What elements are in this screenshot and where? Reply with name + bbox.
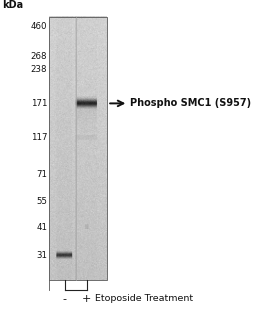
Text: +: + <box>82 294 91 304</box>
Bar <box>49 17 107 280</box>
Text: 117: 117 <box>31 133 47 142</box>
Text: 55: 55 <box>36 197 47 206</box>
Text: 71: 71 <box>36 170 47 179</box>
Text: 238: 238 <box>31 65 47 74</box>
Text: -: - <box>63 294 67 304</box>
Text: 31: 31 <box>36 251 47 260</box>
Text: Phospho SMC1 (S957): Phospho SMC1 (S957) <box>130 98 251 108</box>
Text: 460: 460 <box>31 22 47 31</box>
Text: 41: 41 <box>36 223 47 232</box>
Text: 171: 171 <box>31 99 47 108</box>
Text: 268: 268 <box>31 52 47 61</box>
Text: kDa: kDa <box>2 0 23 10</box>
Text: Etoposide Treatment: Etoposide Treatment <box>95 294 193 303</box>
